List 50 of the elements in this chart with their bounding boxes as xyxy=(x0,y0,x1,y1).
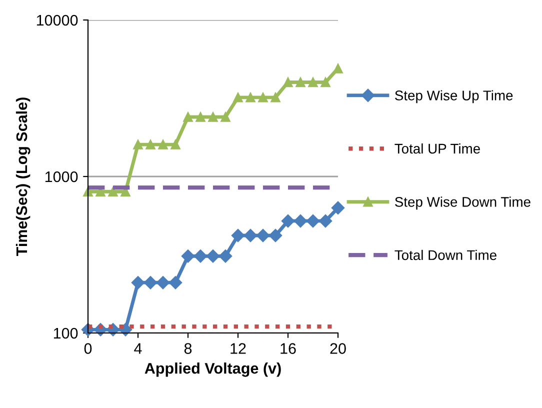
point xyxy=(181,250,195,263)
point xyxy=(256,228,270,242)
point xyxy=(131,276,145,290)
point xyxy=(231,228,245,242)
point xyxy=(244,228,258,242)
y-axis-title: Time(Sec) (Log Scale) xyxy=(16,98,30,256)
point xyxy=(333,64,343,74)
legend-label: Step Wise Down Time xyxy=(395,196,530,210)
point xyxy=(194,250,208,263)
legend-label: Step Wise Up Time xyxy=(395,90,513,104)
y-tick-label: 100 xyxy=(54,328,78,339)
x-tick-label: 8 xyxy=(184,343,192,354)
x-tick-label: 16 xyxy=(280,343,296,354)
point xyxy=(318,214,332,228)
point xyxy=(196,112,206,122)
point xyxy=(296,77,306,88)
point xyxy=(258,92,268,102)
point xyxy=(220,112,230,122)
point xyxy=(218,250,232,263)
y-tick-label: 1000 xyxy=(45,171,78,182)
legend-label: Total Down Time xyxy=(394,250,496,260)
x-tick-label: 20 xyxy=(330,343,346,354)
x-tick-label: 4 xyxy=(134,343,142,354)
point xyxy=(270,92,280,102)
point xyxy=(183,112,193,122)
point xyxy=(331,201,345,214)
x-tick-label: 0 xyxy=(84,343,92,354)
point xyxy=(158,140,168,150)
x-tick-label: 12 xyxy=(230,343,246,354)
point xyxy=(170,140,180,150)
point xyxy=(308,77,318,88)
point xyxy=(133,140,143,150)
point xyxy=(168,276,182,290)
point xyxy=(294,214,308,228)
point xyxy=(146,140,156,150)
point xyxy=(108,186,118,197)
point xyxy=(281,214,295,228)
point xyxy=(246,92,256,102)
point xyxy=(306,214,320,228)
point xyxy=(144,276,158,290)
point xyxy=(268,228,282,242)
point xyxy=(320,77,330,88)
point xyxy=(283,77,293,88)
point xyxy=(206,250,220,263)
legend-label: Total UP Time xyxy=(394,143,480,154)
point xyxy=(208,112,218,122)
point xyxy=(156,276,170,290)
y-tick-label: 10000 xyxy=(36,14,78,26)
x-axis-title: Applied Voltage (v) xyxy=(144,362,281,377)
point xyxy=(233,92,243,102)
